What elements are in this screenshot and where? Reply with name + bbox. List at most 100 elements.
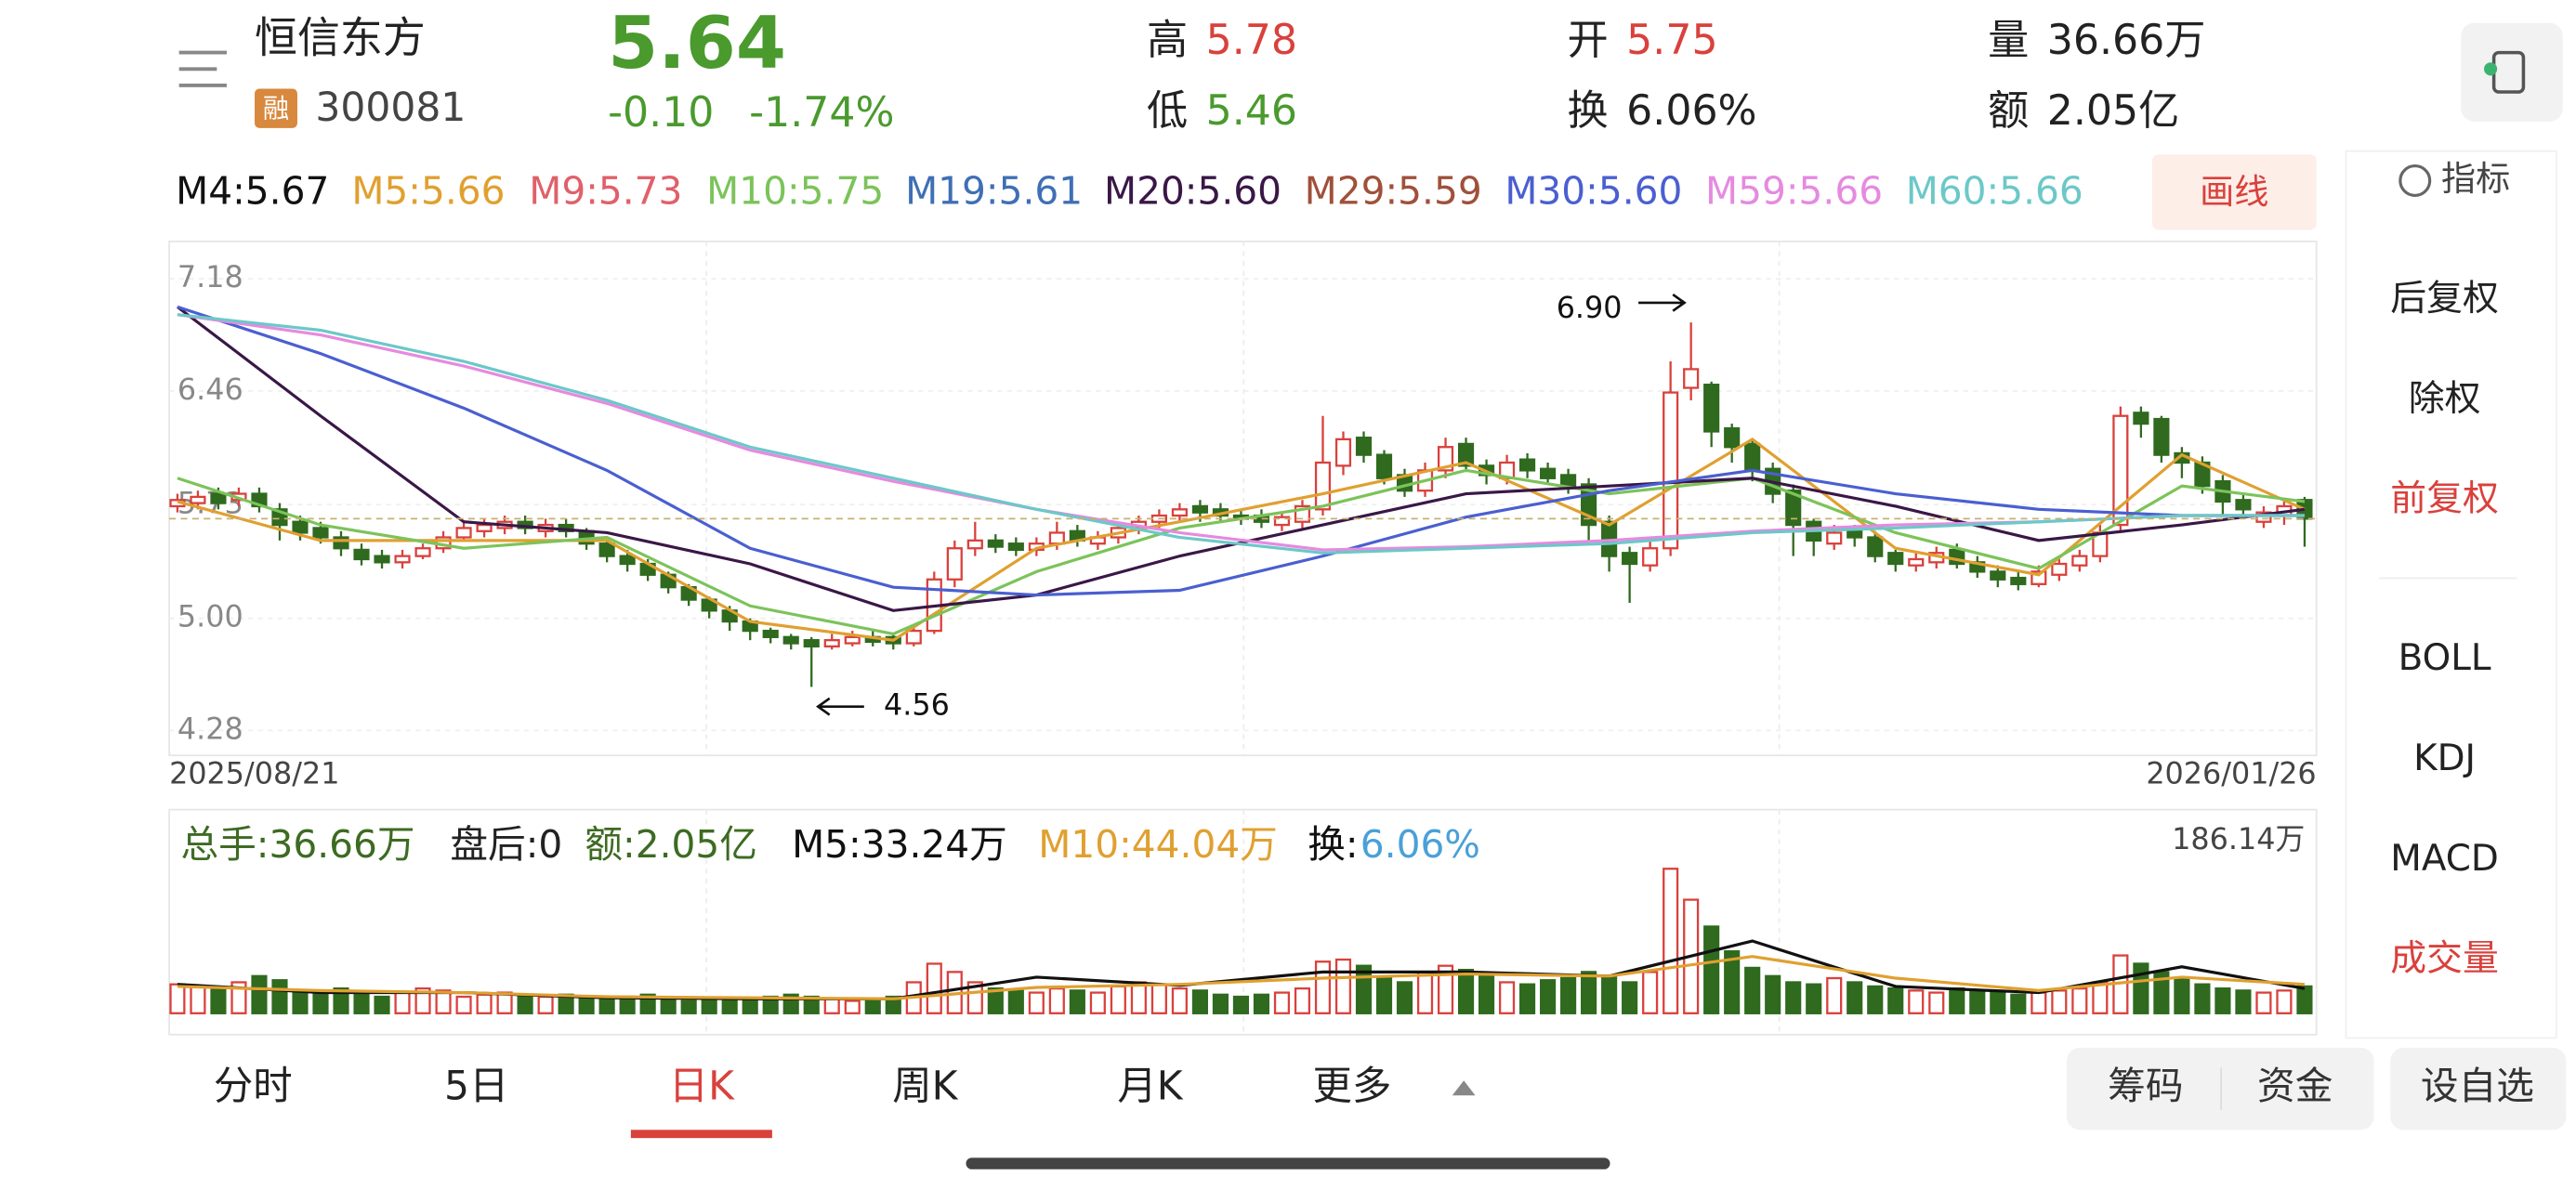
- volume-bar: [190, 985, 206, 1014]
- volume-bar: [721, 1000, 738, 1014]
- label: 量: [1988, 17, 2029, 64]
- volume-bar: [374, 995, 390, 1014]
- volume-bar: [394, 991, 411, 1014]
- volume-legend: 6.06%: [1360, 822, 1480, 867]
- indicator-icon: [2399, 163, 2432, 198]
- volume-bar: [1765, 974, 1781, 1014]
- candle-body: [782, 635, 799, 645]
- candle-body: [905, 629, 922, 645]
- volume-legend: 盘后:0: [450, 822, 562, 867]
- volume-bar: [701, 998, 717, 1014]
- side-item[interactable]: 成交量: [2390, 938, 2499, 980]
- side-item[interactable]: KDJ: [2413, 738, 2476, 779]
- menu-icon[interactable]: [178, 50, 227, 87]
- volume-bar: [312, 991, 329, 1014]
- candle-body: [946, 547, 963, 581]
- candle-body: [1867, 536, 1884, 557]
- candle-body: [1560, 474, 1577, 488]
- side-title[interactable]: 指标: [2441, 159, 2510, 199]
- tab[interactable]: 5日: [444, 1065, 508, 1110]
- value: 5.78: [1206, 17, 1297, 64]
- volume-bar: [537, 995, 554, 1014]
- action[interactable]: 筹码: [2108, 1064, 2183, 1108]
- volume-bar: [1867, 985, 1884, 1014]
- volume-bar: [1416, 971, 1434, 1014]
- candle-body: [333, 536, 349, 550]
- max-arrow: [1638, 293, 1687, 312]
- side-panel: [2345, 150, 2557, 1039]
- volume-bar: [1171, 986, 1188, 1014]
- candle-body: [598, 542, 615, 557]
- action-pill: [2390, 1047, 2567, 1130]
- switch-dot: [2484, 62, 2498, 76]
- ma-line: [177, 468, 2306, 636]
- volume-bar: [844, 1000, 861, 1014]
- y-tick-label: 5.00: [177, 599, 243, 634]
- y-tick-label: 7.18: [177, 259, 243, 294]
- side-item[interactable]: 后复权: [2390, 278, 2499, 320]
- tab[interactable]: 更多: [1313, 1065, 1392, 1110]
- value: 2.05亿: [2047, 87, 2180, 135]
- tab[interactable]: 月K: [1117, 1065, 1183, 1110]
- ma-line: [177, 437, 2306, 642]
- volume-bar: [1191, 989, 1208, 1014]
- tab[interactable]: 周K: [892, 1065, 958, 1110]
- volume-bar: [476, 993, 493, 1014]
- candle-body: [1171, 508, 1188, 517]
- volume-bar: [2010, 993, 2027, 1014]
- volume-bar: [1334, 958, 1352, 1014]
- switch-button[interactable]: [2461, 22, 2563, 122]
- side-item[interactable]: BOLL: [2399, 637, 2491, 679]
- min-arrow: [816, 697, 864, 716]
- volume-bar: [2235, 989, 2252, 1014]
- candle-body: [619, 555, 636, 566]
- candle-body: [476, 523, 493, 532]
- volume-bar: [1847, 981, 1863, 1014]
- volume-bar: [1478, 974, 1495, 1014]
- candle-body: [1457, 442, 1475, 467]
- side-item[interactable]: MACD: [2390, 838, 2499, 880]
- action[interactable]: 资金: [2257, 1064, 2333, 1108]
- candle-body: [394, 555, 411, 564]
- candle-body: [1785, 490, 1802, 527]
- end-date: 2026/01/26: [2146, 755, 2316, 790]
- volume-bar: [885, 995, 901, 1014]
- volume-bar: [271, 979, 288, 1014]
- price: 5.64: [608, 2, 786, 85]
- volume-bar: [2031, 991, 2047, 1014]
- candle-body: [1437, 446, 1454, 472]
- candle-body: [1744, 442, 1761, 472]
- side-item[interactable]: 除权: [2409, 378, 2481, 420]
- candle-body: [1355, 437, 1373, 456]
- candle-body: [1007, 542, 1024, 552]
- volume-bar: [292, 989, 309, 1014]
- volume-bar: [2051, 989, 2068, 1014]
- volume-bar: [1437, 964, 1454, 1014]
- volume-bar: [1110, 985, 1126, 1014]
- volume-bar: [1253, 993, 1270, 1014]
- volume-bar: [1724, 949, 1741, 1014]
- ma-line: [177, 313, 2305, 555]
- candle-body: [1887, 552, 1904, 566]
- max-label: 6.90: [1557, 290, 1623, 325]
- action[interactable]: 设自选: [2421, 1064, 2534, 1108]
- value: 5.46: [1206, 87, 1297, 135]
- ma-legend: M20:5.60: [1104, 169, 1281, 214]
- side-item[interactable]: 前复权: [2390, 478, 2499, 520]
- candle-body: [1663, 391, 1679, 550]
- volume-bar: [660, 998, 677, 1014]
- volume-bar: [1007, 989, 1024, 1014]
- volume-bar: [455, 995, 472, 1014]
- candle-body: [823, 639, 840, 648]
- draw-button[interactable]: [2151, 154, 2317, 230]
- candle-body: [210, 492, 227, 504]
- volume-bar: [1519, 983, 1536, 1014]
- tab[interactable]: 日K: [669, 1065, 735, 1110]
- volume-legend: 总手:36.66万: [180, 822, 414, 867]
- candle-body: [1642, 547, 1659, 567]
- volume-bar: [1703, 925, 1720, 1014]
- tab[interactable]: 分时: [214, 1065, 293, 1110]
- candle-body: [455, 527, 472, 539]
- action-pill: [2066, 1047, 2374, 1130]
- volume-bar: [435, 989, 452, 1014]
